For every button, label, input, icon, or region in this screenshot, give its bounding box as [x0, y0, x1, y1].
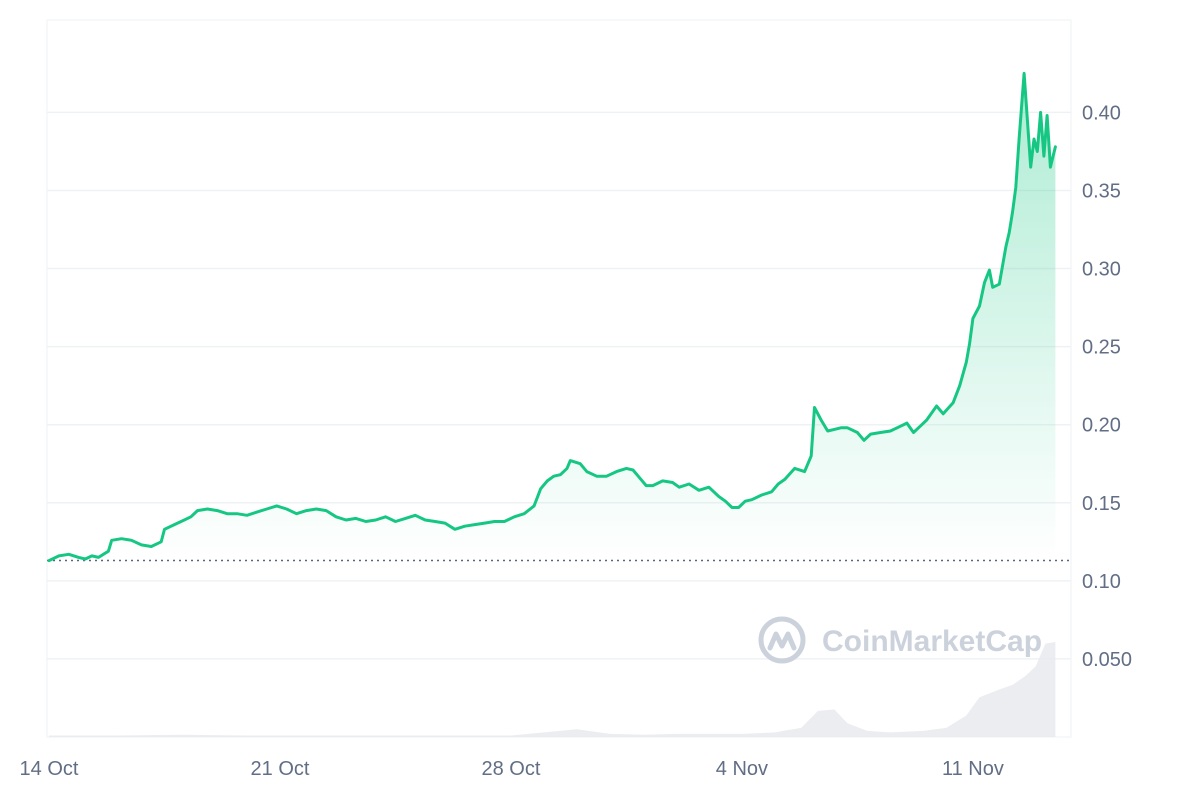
- x-tick-label: 11 Nov: [942, 758, 1004, 780]
- x-tick-label: 4 Nov: [716, 758, 768, 780]
- price-line: [47, 71, 1057, 563]
- volume-series: [49, 642, 1056, 737]
- coinmarketcap-logo-icon: [758, 616, 806, 664]
- x-tick-label: 14 Oct: [20, 758, 79, 780]
- y-tick-label: 0.40: [1082, 102, 1121, 124]
- watermark-text: CoinMarketCap: [822, 625, 1042, 658]
- volume-area: [49, 642, 1056, 737]
- watermark: CoinMarketCap: [758, 616, 1042, 664]
- x-tick-label: 28 Oct: [481, 758, 540, 780]
- y-axis-ticks: 0.050 0.10 0.15 0.20 0.25 0.30 0.35 0.40: [1082, 102, 1132, 671]
- price-area-fill: [49, 73, 1056, 561]
- grid-lines: [47, 111, 1071, 660]
- y-tick-label: 0.30: [1082, 259, 1121, 281]
- y-tick-label: 0.050: [1082, 649, 1132, 671]
- price-area: [49, 73, 1056, 561]
- y-tick-label: 0.20: [1082, 415, 1121, 437]
- y-tick-label: 0.25: [1082, 337, 1121, 359]
- y-tick-label: 0.35: [1082, 180, 1121, 202]
- y-tick-label: 0.10: [1082, 571, 1121, 593]
- price-series-line: [47, 71, 1057, 563]
- x-tick-label: 21 Oct: [251, 758, 310, 780]
- y-tick-label: 0.15: [1082, 493, 1121, 515]
- x-axis-ticks: 14 Oct 21 Oct 28 Oct 4 Nov 11 Nov: [20, 758, 1004, 780]
